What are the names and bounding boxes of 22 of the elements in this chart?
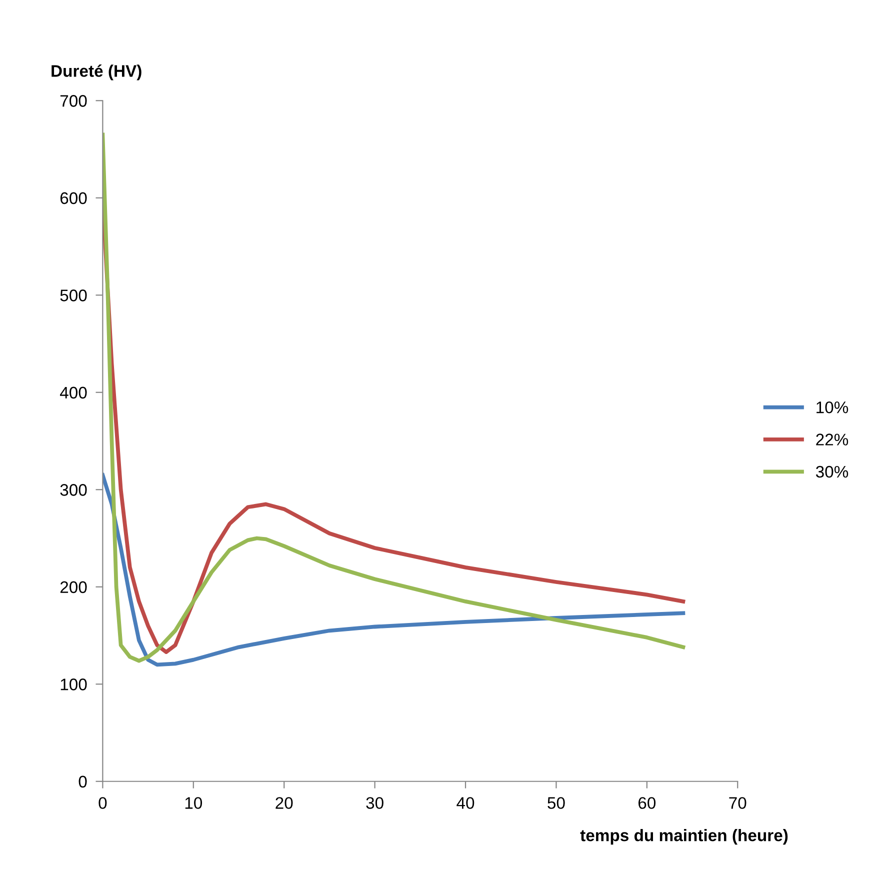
y-tick-label: 700 bbox=[60, 95, 87, 107]
x-tick-label: 10 bbox=[185, 797, 202, 809]
x-tick-label: 30 bbox=[366, 797, 384, 809]
line-series bbox=[102, 473, 686, 667]
x-tick-label: 0 bbox=[98, 797, 107, 809]
y-tick-label: 300 bbox=[60, 484, 87, 496]
x-tick-label: 50 bbox=[548, 797, 565, 809]
y-axis-title: Dureté (HV) bbox=[52, 64, 142, 80]
x-tick-label: 70 bbox=[729, 797, 746, 809]
legend-label: 10% bbox=[816, 401, 848, 414]
y-tick-label: 0 bbox=[78, 776, 87, 788]
x-tick-label: 60 bbox=[638, 797, 656, 809]
x-tick-label: 20 bbox=[276, 797, 293, 809]
legend-label: 22% bbox=[816, 434, 848, 446]
y-tick-label: 200 bbox=[60, 581, 87, 594]
y-tick-label: 600 bbox=[60, 192, 87, 204]
y-tick-label: 500 bbox=[60, 290, 87, 302]
y-tick-label: 400 bbox=[60, 386, 87, 399]
legend-label: 30% bbox=[816, 466, 848, 478]
x-tick-label: 40 bbox=[456, 797, 474, 809]
x-axis-title: temps du maintien (heure) bbox=[580, 829, 788, 845]
y-tick-label: 100 bbox=[60, 678, 87, 690]
